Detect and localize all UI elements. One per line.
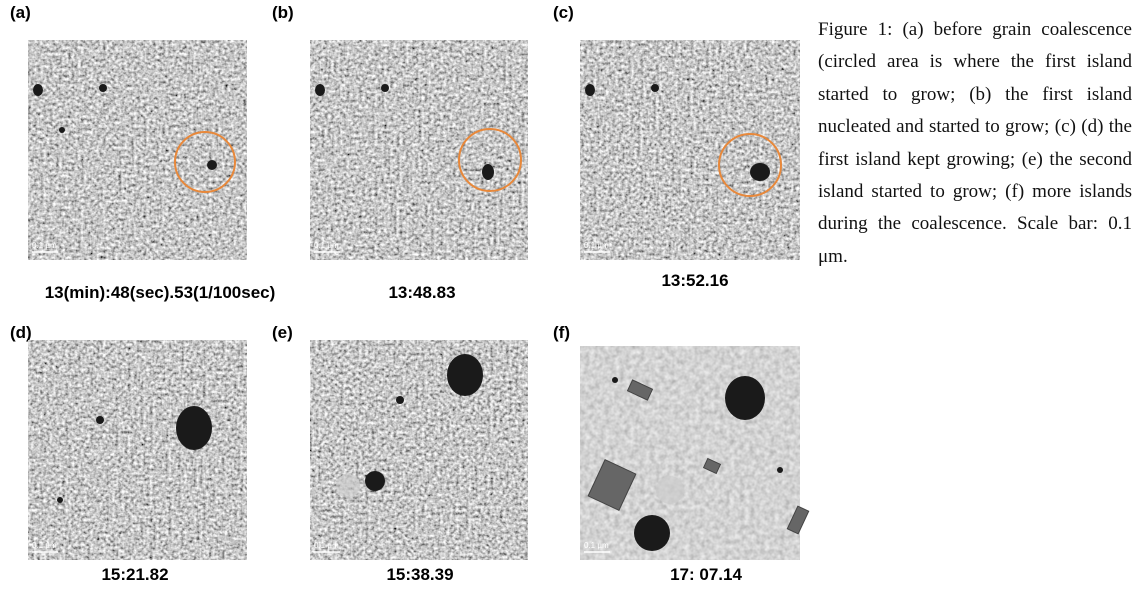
island [725,376,765,420]
island [612,377,618,383]
scale-bar-label: 0.1 µm [584,241,609,250]
panel-label: (a) [10,3,31,22]
micrograph: 0.1 µm [28,40,247,260]
island [365,471,385,491]
micrograph: 0.1 µm [28,340,247,560]
island [33,84,43,96]
scale-bar-label: 0.1 µm [584,541,609,550]
island [59,127,65,133]
scale-bar-label: 0.1 µm [32,241,57,250]
timestamp: 13(min):48(sec).53(1/100sec) [45,283,276,302]
island [396,396,404,404]
page: {"panels": [ {"label": "(a)", "time": "1… [0,0,1141,603]
scale-bar-label: 0.1 µm [314,241,339,250]
timestamp: 15:38.39 [386,565,453,584]
island [176,406,212,450]
micrograph: 0.1 µm [310,340,528,560]
light-spot [656,476,684,504]
island [482,164,494,180]
panel-label: (f) [553,323,570,342]
timestamp: 17: 07.14 [670,565,742,584]
micrograph: 0.1 µm [580,40,800,260]
scale-bar-label: 0.1 µm [314,541,339,550]
micrograph-texture [580,40,800,260]
micrograph-texture [28,40,247,260]
island [57,497,63,503]
panel-label: (b) [272,3,294,22]
light-spot [336,474,360,498]
island [651,84,659,92]
timestamp: 15:21.82 [101,565,168,584]
island [750,163,770,181]
island [96,416,104,424]
island [207,160,217,170]
island [381,84,389,92]
body: (a) 0.1 µm 13(min):48(sec).53(1/100sec) (b)… [0,0,1141,603]
panel-label: (e) [272,323,293,342]
island [447,354,483,396]
timestamp: 13:48.83 [388,283,455,302]
panel-label: (d) [10,323,32,342]
micrograph-texture [310,340,528,560]
island [634,515,670,551]
micrograph-texture [28,340,247,560]
island [585,84,595,96]
panel-label: (c) [553,3,574,22]
island [315,84,325,96]
caption: Figure 1: (a) before grain coalescence (… [818,14,1132,273]
scale-bar-label: 0.1 µm [32,541,57,550]
micrograph: 0.1 µm [580,346,809,560]
micrograph-texture [310,40,528,260]
island [777,467,783,473]
micrograph: 0.1 µm [310,40,528,260]
island [99,84,107,92]
timestamp: 13:52.16 [661,271,728,290]
figure: (a) 0.1 µm 13(min):48(sec).53(1/100sec) (b)… [0,0,812,603]
